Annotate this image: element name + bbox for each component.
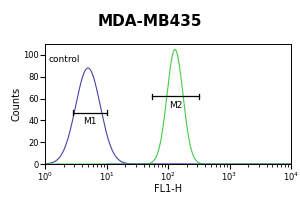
Text: MDA-MB435: MDA-MB435 (98, 14, 202, 29)
X-axis label: FL1-H: FL1-H (154, 184, 182, 194)
Text: M2: M2 (169, 101, 182, 110)
Text: control: control (49, 55, 80, 64)
Text: M1: M1 (83, 117, 96, 126)
Y-axis label: Counts: Counts (12, 87, 22, 121)
